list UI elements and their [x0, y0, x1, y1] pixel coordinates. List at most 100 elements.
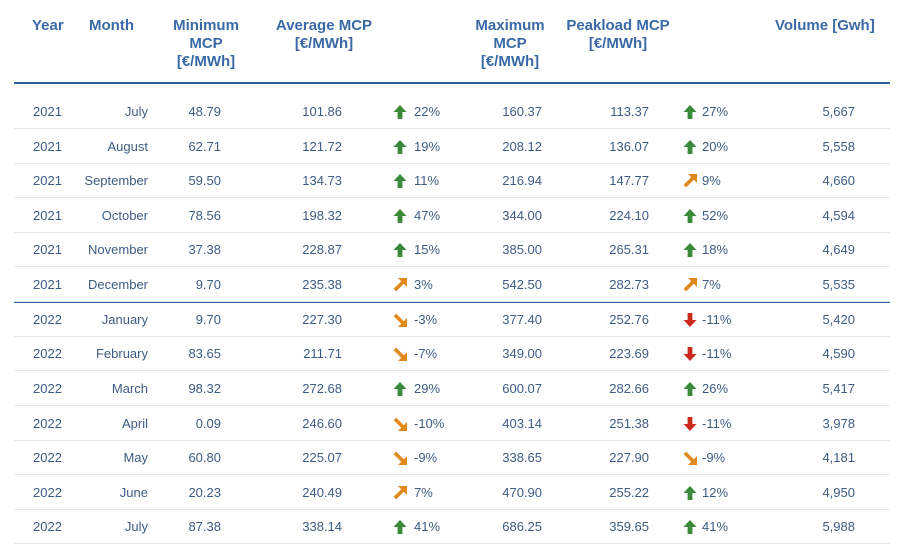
header-volume: Volume [Gwh] — [775, 17, 875, 34]
cell-volume: 5,417 — [822, 381, 855, 396]
cell-min-mcp: 20.23 — [188, 485, 221, 500]
up-arrow-icon — [683, 382, 697, 396]
cell-avg-change: 11% — [414, 173, 440, 188]
table-row: 2022 February 83.65 211.71 -7% 349.00 223.69 -1… — [14, 337, 890, 371]
cell-min-mcp: 9.70 — [195, 312, 221, 327]
cell-min-mcp: 62.71 — [188, 139, 221, 154]
up-arrow-icon — [683, 486, 697, 500]
cell-year: 2021 — [33, 173, 62, 188]
row-separator — [14, 163, 890, 164]
cell-peak-change: 20% — [702, 139, 729, 154]
cell-peak-mcp: 359.65 — [609, 519, 649, 534]
down-right-arrow-icon — [393, 347, 407, 361]
cell-peak-change: -11% — [702, 416, 732, 431]
up-right-arrow-icon — [683, 278, 697, 292]
header-min-mcp-line1: Minimum — [173, 17, 239, 34]
cell-peak-change: 7% — [702, 277, 721, 292]
cell-peak-change: 27% — [702, 104, 729, 119]
cell-avg-change: 15% — [414, 242, 441, 257]
cell-month: January — [101, 312, 148, 327]
table-row: 2022 March 98.32 272.68 29% 600.07 282.66 26% 5,… — [14, 372, 890, 406]
cell-year: 2021 — [33, 242, 62, 257]
cell-avg-mcp: 121.72 — [302, 139, 342, 154]
header-max-mcp-line1: Maximum — [475, 17, 545, 34]
cell-peak-mcp: 282.66 — [609, 381, 649, 396]
header-min-mcp-line3: [€/MWh] — [176, 53, 236, 70]
header-max-mcp: Maximum MCP [€/MWh] — [466, 17, 554, 71]
row-separator — [14, 440, 890, 441]
cell-volume: 5,535 — [822, 277, 855, 292]
up-arrow-icon — [393, 174, 407, 188]
cell-volume: 5,420 — [822, 312, 855, 327]
cell-peak-change: 18% — [702, 242, 729, 257]
cell-avg-change: 47% — [414, 208, 441, 223]
table-row: 2022 May 60.80 225.07 -9% 338.65 227.90 -9% 4,18… — [14, 441, 890, 475]
year-divider-rule — [14, 301, 890, 303]
cell-avg-mcp: 338.14 — [302, 519, 342, 534]
up-arrow-icon — [393, 520, 407, 534]
row-separator — [14, 232, 890, 233]
cell-avg-mcp: 235.38 — [302, 277, 342, 292]
up-arrow-icon — [393, 382, 407, 396]
row-separator — [14, 509, 890, 510]
cell-avg-change: 29% — [414, 381, 441, 396]
cell-month: May — [123, 450, 148, 465]
cell-max-mcp: 470.90 — [502, 485, 542, 500]
cell-month: October — [101, 208, 148, 223]
cell-volume: 4,660 — [822, 173, 855, 188]
up-arrow-icon — [683, 243, 697, 257]
cell-max-mcp: 160.37 — [502, 104, 542, 119]
cell-min-mcp: 37.38 — [188, 242, 221, 257]
cell-avg-mcp: 228.87 — [302, 242, 342, 257]
cell-volume: 5,988 — [822, 519, 855, 534]
header-rule — [14, 82, 890, 84]
cell-volume: 4,590 — [822, 346, 855, 361]
row-separator — [14, 370, 890, 371]
up-arrow-icon — [393, 105, 407, 119]
table-row: 2021 December 9.70 235.38 3% 542.50 282.73 7% 5,… — [14, 268, 890, 302]
header-peak-mcp-line2: [€/MWh] — [588, 35, 648, 52]
up-arrow-icon — [683, 520, 697, 534]
header-min-mcp-line2: MCP — [189, 35, 223, 52]
cell-peak-change: 52% — [702, 208, 729, 223]
row-separator — [14, 474, 890, 475]
header-peak-mcp: Peakload MCP [€/MWh] — [558, 17, 678, 53]
table-header: Year Month Minimum MCP [€/MWh] Average M… — [0, 0, 905, 84]
cell-month: June — [119, 485, 148, 500]
cell-peak-change: 26% — [702, 381, 729, 396]
cell-min-mcp: 98.32 — [188, 381, 221, 396]
up-arrow-icon — [393, 243, 407, 257]
cell-min-mcp: 78.56 — [188, 208, 221, 223]
cell-min-mcp: 48.79 — [188, 104, 221, 119]
cell-year: 2022 — [33, 416, 62, 431]
cell-year: 2021 — [33, 104, 62, 119]
cell-avg-change: 19% — [414, 139, 441, 154]
cell-year: 2022 — [33, 450, 62, 465]
cell-avg-mcp: 240.49 — [302, 485, 342, 500]
header-avg-mcp: Average MCP [€/MWh] — [266, 17, 382, 53]
row-separator — [14, 301, 890, 302]
row-separator — [14, 128, 890, 129]
cell-volume: 4,649 — [822, 242, 855, 257]
down-right-arrow-icon — [393, 451, 407, 465]
cell-avg-mcp: 227.30 — [302, 312, 342, 327]
down-arrow-icon — [683, 417, 697, 431]
header-max-mcp-line3: [€/MWh] — [480, 53, 540, 70]
cell-max-mcp: 344.00 — [502, 208, 542, 223]
cell-peak-change: 12% — [702, 485, 729, 500]
cell-max-mcp: 338.65 — [502, 450, 542, 465]
row-separator — [14, 266, 890, 267]
table-row: 2022 January 9.70 227.30 -3% 377.40 252.76 -11%… — [14, 303, 890, 337]
row-separator — [14, 336, 890, 337]
cell-avg-mcp: 211.71 — [303, 346, 342, 361]
table-row: 2021 August 62.71 121.72 19% 208.12 136.07 20% 5… — [14, 130, 890, 164]
cell-max-mcp: 542.50 — [502, 277, 542, 292]
cell-avg-mcp: 134.73 — [302, 173, 342, 188]
header-max-mcp-line2: MCP — [493, 35, 527, 52]
header-month: Month — [89, 17, 134, 34]
cell-month: August — [107, 139, 148, 154]
down-right-arrow-icon — [393, 313, 407, 327]
cell-peak-mcp: 223.69 — [609, 346, 649, 361]
cell-year: 2021 — [33, 277, 62, 292]
cell-month: September — [84, 173, 148, 188]
